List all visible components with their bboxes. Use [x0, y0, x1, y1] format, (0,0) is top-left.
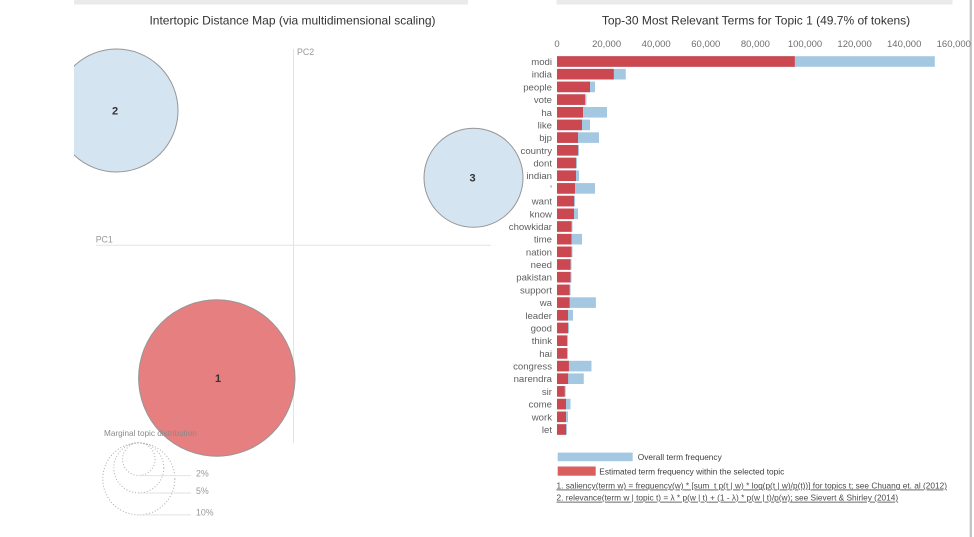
svg-text:60,000: 60,000 — [691, 39, 720, 50]
svg-text:dont: dont — [533, 159, 552, 170]
svg-text:0: 0 — [554, 39, 559, 50]
svg-text:100,000: 100,000 — [788, 39, 822, 50]
svg-text:2%: 2% — [196, 468, 209, 478]
svg-text:5%: 5% — [196, 486, 209, 496]
svg-text:good: good — [531, 324, 552, 335]
svg-text:40,000: 40,000 — [642, 39, 671, 50]
svg-text:wa: wa — [539, 298, 553, 309]
svg-text:120,000: 120,000 — [837, 39, 871, 50]
svg-text:Intertopic Distance Map (via m: Intertopic Distance Map (via multidimens… — [149, 13, 435, 27]
svg-text:ha: ha — [541, 108, 552, 119]
svg-text:2: 2 — [112, 105, 118, 117]
svg-text:pakistan: pakistan — [516, 273, 552, 284]
svg-text:3: 3 — [469, 173, 475, 185]
svg-text:people: people — [523, 82, 552, 93]
svg-text:sir: sir — [542, 387, 553, 398]
svg-text:country: country — [521, 146, 553, 157]
svg-text:20,000: 20,000 — [592, 39, 621, 50]
svg-text:PC2: PC2 — [297, 47, 314, 57]
svg-text:support: support — [520, 285, 552, 296]
svg-text:Marginal topic distribution: Marginal topic distribution — [104, 429, 197, 438]
svg-text:work: work — [531, 412, 552, 423]
svg-text:': ' — [550, 184, 552, 195]
svg-text:know: know — [530, 209, 552, 220]
svg-text:narendra: narendra — [514, 374, 553, 385]
svg-text:Overall term frequency: Overall term frequency — [638, 452, 723, 462]
svg-text:come: come — [529, 400, 552, 411]
svg-text:time: time — [534, 235, 552, 246]
svg-text:10%: 10% — [196, 508, 214, 518]
svg-text:need: need — [531, 260, 552, 271]
svg-text:chowkidar: chowkidar — [509, 222, 553, 233]
svg-text:Estimated term frequency withi: Estimated term frequency within the sele… — [599, 467, 784, 477]
svg-text:140,000: 140,000 — [887, 39, 921, 50]
svg-text:hai: hai — [539, 349, 552, 360]
svg-text:leader: leader — [525, 311, 552, 322]
svg-text:2. relevance(term w | topic t): 2. relevance(term w | topic t) = λ * p(w… — [557, 493, 899, 503]
svg-text:1: 1 — [215, 373, 221, 385]
svg-text:Top-30 Most Relevant Terms for: Top-30 Most Relevant Terms for Topic 1 (… — [602, 13, 910, 27]
svg-text:nation: nation — [526, 247, 552, 258]
svg-text:1. saliency(term w) = frequenc: 1. saliency(term w) = frequency(w) * [su… — [557, 481, 948, 491]
svg-text:bjp: bjp — [539, 133, 552, 144]
svg-text:congress: congress — [513, 362, 552, 373]
svg-text:modi: modi — [531, 57, 552, 68]
svg-text:PC1: PC1 — [96, 235, 113, 245]
svg-text:vote: vote — [534, 95, 552, 106]
svg-text:want: want — [531, 197, 553, 208]
svg-text:like: like — [538, 120, 552, 131]
svg-text:let: let — [542, 425, 552, 436]
svg-text:160,000: 160,000 — [937, 39, 971, 50]
svg-text:india: india — [532, 70, 553, 81]
svg-text:think: think — [532, 336, 552, 347]
svg-text:80,000: 80,000 — [741, 39, 770, 50]
svg-text:indian: indian — [526, 171, 552, 182]
